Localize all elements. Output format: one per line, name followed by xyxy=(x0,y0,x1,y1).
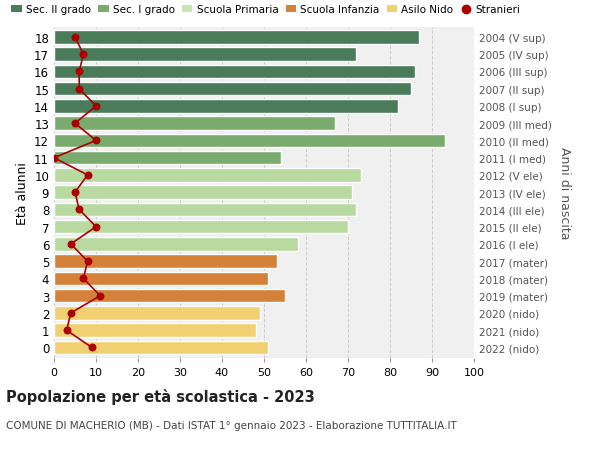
Bar xyxy=(54,186,352,200)
Point xyxy=(83,258,92,265)
Point xyxy=(74,86,84,93)
Text: COMUNE DI MACHERIO (MB) - Dati ISTAT 1° gennaio 2023 - Elaborazione TUTTITALIA.I: COMUNE DI MACHERIO (MB) - Dati ISTAT 1° … xyxy=(6,420,457,430)
Bar xyxy=(54,341,268,354)
Text: Popolazione per età scolastica - 2023: Popolazione per età scolastica - 2023 xyxy=(6,388,315,404)
Point xyxy=(70,34,80,41)
Y-axis label: Età alunni: Età alunni xyxy=(16,162,29,224)
Bar xyxy=(54,255,277,269)
Legend: Sec. II grado, Sec. I grado, Scuola Primaria, Scuola Infanzia, Asilo Nido, Stran: Sec. II grado, Sec. I grado, Scuola Prim… xyxy=(11,5,520,15)
Point xyxy=(79,51,88,59)
Bar xyxy=(54,169,361,182)
Bar xyxy=(54,307,260,320)
Bar xyxy=(54,324,256,337)
Bar xyxy=(54,83,411,96)
Bar xyxy=(54,31,419,45)
Y-axis label: Anni di nascita: Anni di nascita xyxy=(558,146,571,239)
Point xyxy=(74,207,84,214)
Point xyxy=(91,103,101,110)
Bar xyxy=(54,66,415,79)
Bar xyxy=(54,134,445,148)
Bar xyxy=(54,48,356,62)
Bar xyxy=(54,117,335,131)
Bar xyxy=(54,100,398,113)
Point xyxy=(87,344,97,352)
Point xyxy=(91,138,101,145)
Point xyxy=(79,275,88,282)
Bar xyxy=(54,238,298,251)
Bar xyxy=(54,272,268,285)
Point xyxy=(91,224,101,231)
Bar xyxy=(54,203,356,217)
Point xyxy=(66,241,76,248)
Point xyxy=(95,292,105,300)
Point xyxy=(70,120,80,128)
Point xyxy=(74,68,84,76)
Bar xyxy=(54,289,285,303)
Point xyxy=(83,172,92,179)
Bar xyxy=(54,151,281,165)
Point xyxy=(66,309,76,317)
Point xyxy=(49,155,59,162)
Point xyxy=(70,189,80,196)
Point xyxy=(62,327,71,334)
Bar xyxy=(54,220,348,234)
